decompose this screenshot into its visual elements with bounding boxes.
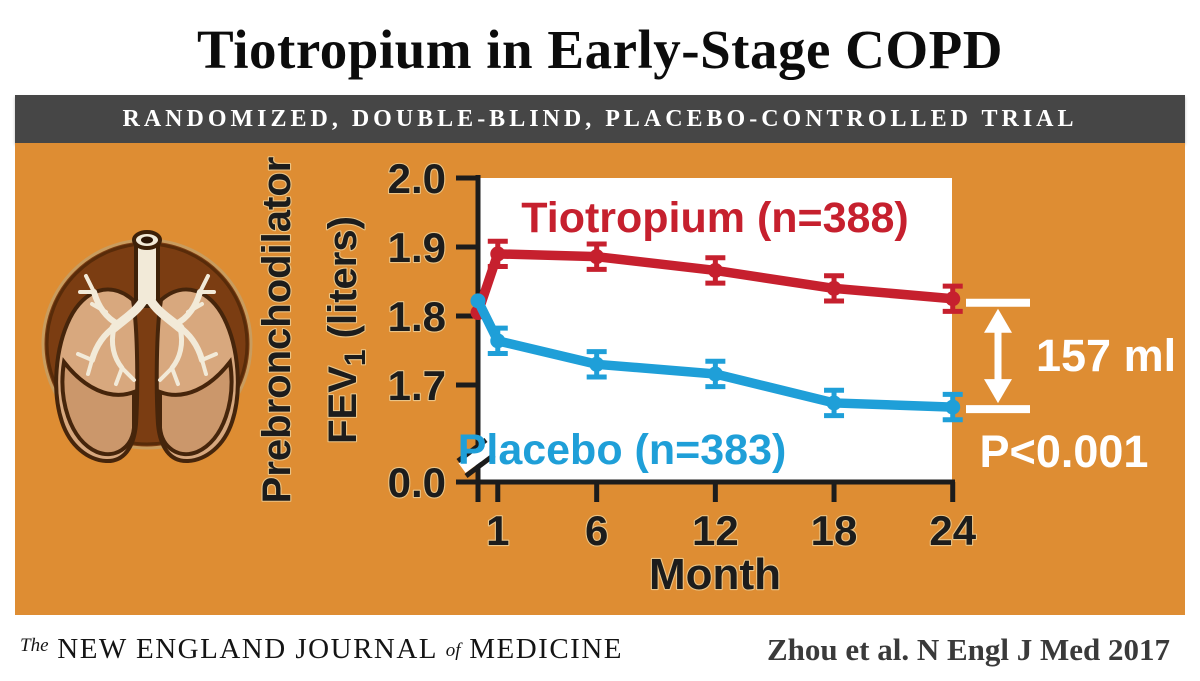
series-label-tiotropium: Tiotropium (n=388): [521, 194, 908, 242]
nejm-logo-of: of: [445, 640, 461, 661]
x-tick-label: 12: [692, 507, 739, 554]
y-axis-title-line2: FEV1 (liters): [321, 216, 372, 444]
data-point-placebo: [826, 395, 842, 411]
axis-break-slash: [464, 453, 496, 478]
diff-arrowhead-down: [984, 379, 1012, 404]
data-point-placebo: [470, 293, 486, 309]
series-label-placebo: Placebo (n=383): [458, 426, 787, 474]
axis-break-gap: [458, 441, 496, 473]
data-point-tiotropium: [589, 249, 605, 265]
y-axis-title-line1: Prebronchodilator: [255, 157, 299, 504]
fev1-line-chart: 2.0 1.9 1.8 1.7 0.0 1 6 12 18 24 Month Prebronchodi…: [254, 154, 1176, 600]
y-tick-label: 2.0: [388, 155, 446, 202]
y-tick-label: 1.9: [388, 224, 446, 271]
x-axis-title: Month: [649, 550, 781, 599]
data-point-placebo: [945, 399, 961, 415]
y-tick-label: 1.8: [388, 293, 446, 340]
axis-break-slash: [456, 438, 488, 463]
difference-label: 157 ml: [1036, 330, 1176, 381]
data-point-tiotropium: [490, 246, 506, 262]
nejm-logo-caps2: MEDICINE: [469, 633, 623, 665]
trial-type-banner: RANDOMIZED, DOUBLE-BLIND, PLACEBO-CONTRO…: [15, 95, 1185, 143]
nejm-logo-caps1: NEW ENGLAND JOURNAL: [57, 633, 437, 665]
data-point-tiotropium: [826, 280, 842, 296]
plot-area: [478, 178, 952, 482]
y-tick-label: 1.7: [388, 362, 446, 409]
data-point-placebo: [490, 333, 506, 349]
nejm-logo: The NEW ENGLAND JOURNAL of MEDICINE: [20, 633, 623, 666]
trachea-hole: [141, 236, 153, 244]
citation: Zhou et al. N Engl J Med 2017: [766, 632, 1170, 667]
data-point-tiotropium: [707, 262, 723, 278]
left-lower-lobe: [60, 357, 136, 457]
y-tick-label: 0.0: [388, 459, 446, 506]
x-tick-label: 18: [811, 507, 858, 554]
right-lower-lobe: [158, 357, 234, 457]
p-value-label: P<0.001: [980, 426, 1149, 477]
diff-arrowhead-up: [984, 308, 1012, 333]
data-point-placebo: [707, 366, 723, 382]
x-tick-label: 6: [585, 507, 608, 554]
x-tick-label: 1: [486, 507, 509, 554]
data-point-placebo: [589, 356, 605, 372]
nejm-logo-the: The: [20, 635, 49, 656]
page-title: Tiotropium in Early-Stage COPD: [197, 19, 1003, 80]
lungs-icon: [41, 230, 253, 463]
x-tick-label: 24: [929, 507, 976, 554]
series-line-tiotropium: [473, 249, 958, 318]
bronchial-tree: [76, 274, 218, 386]
data-point-tiotropium: [945, 291, 961, 307]
